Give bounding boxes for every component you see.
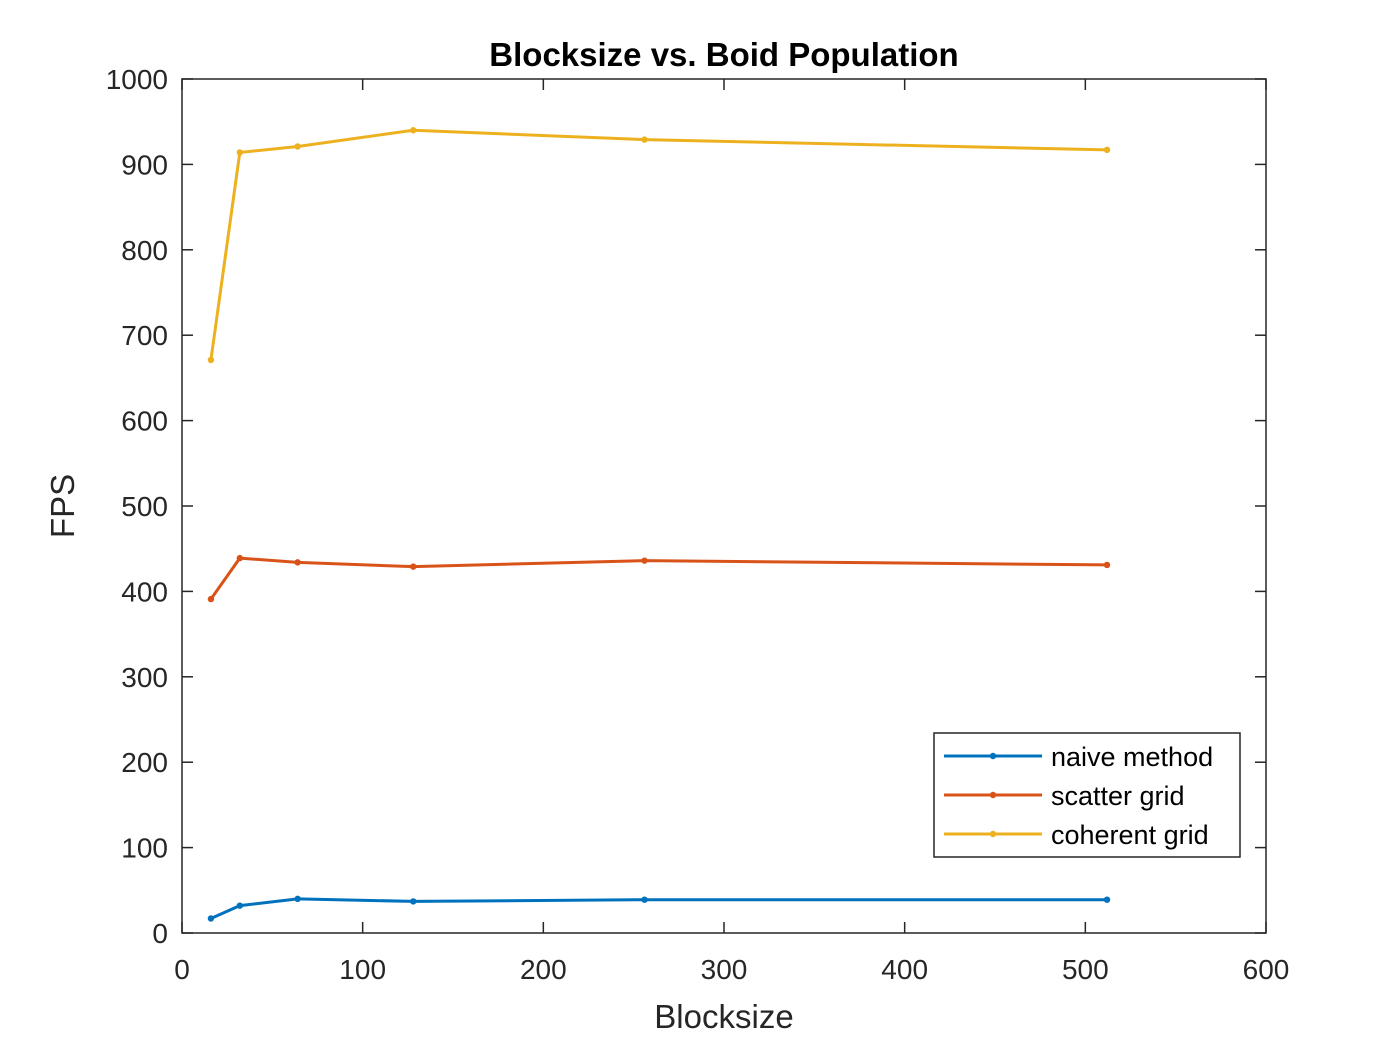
- data-point: [207, 915, 215, 922]
- data-point: [236, 149, 244, 156]
- data-point: [1103, 146, 1111, 154]
- data-point: [641, 136, 648, 143]
- legend-item: coherent grid: [944, 820, 1209, 850]
- x-tick-label: 500: [1062, 954, 1109, 985]
- series-naive-method: [207, 895, 1111, 922]
- y-tick-label: 400: [121, 576, 168, 607]
- data-point: [294, 559, 301, 566]
- data-point: [1103, 561, 1111, 569]
- y-tick-label: 100: [121, 833, 168, 864]
- legend-marker: [989, 752, 997, 760]
- x-tick-label: 600: [1243, 954, 1290, 985]
- series-scatter-grid: [207, 554, 1111, 603]
- x-tick-label: 200: [520, 954, 567, 985]
- axes-frame: [181, 78, 1267, 934]
- data-point: [410, 563, 417, 570]
- legend-item: scatter grid: [944, 781, 1185, 811]
- data-point: [641, 557, 648, 564]
- data-point: [236, 902, 244, 909]
- y-axis-label: FPS: [44, 474, 81, 538]
- series-coherent-grid: [207, 127, 1111, 364]
- y-tick-label: 500: [121, 491, 168, 522]
- data-point: [410, 898, 417, 905]
- legend-label: coherent grid: [1051, 820, 1209, 850]
- x-tick-label: 400: [881, 954, 928, 985]
- legend-marker: [989, 791, 997, 799]
- data-point: [410, 127, 417, 134]
- chart-title: Blocksize vs. Boid Population: [489, 36, 958, 73]
- series-line: [209, 128, 1108, 361]
- x-axis-label: Blocksize: [654, 998, 793, 1035]
- y-tick-label: 1000: [106, 64, 168, 95]
- x-tick-label: 300: [701, 954, 748, 985]
- data-point: [1103, 896, 1111, 903]
- y-tick-label: 600: [121, 406, 168, 437]
- y-tick-label: 900: [121, 149, 168, 180]
- data-point: [207, 595, 215, 603]
- x-tick-label: 0: [174, 954, 190, 985]
- data-point: [207, 356, 215, 364]
- axis-ticks: [181, 78, 1267, 934]
- series-layer: [207, 127, 1111, 922]
- series-line: [210, 897, 1108, 920]
- y-tick-label: 300: [121, 662, 168, 693]
- x-tick-label: 100: [339, 954, 386, 985]
- data-point: [641, 896, 648, 903]
- tick-labels: 0 100 200 300 400 500 600 0 100 200 300 400 500 600 70…: [106, 64, 1290, 985]
- series-line: [209, 556, 1108, 600]
- y-tick-label: 200: [121, 747, 168, 778]
- legend-label: naive method: [1051, 742, 1213, 772]
- legend-item: naive method: [944, 742, 1213, 772]
- data-point: [294, 895, 301, 903]
- y-tick-label: 700: [121, 320, 168, 351]
- legend-marker: [989, 830, 997, 838]
- data-point: [294, 143, 301, 150]
- legend-label: scatter grid: [1051, 781, 1185, 811]
- data-point: [236, 554, 244, 562]
- y-tick-label: 0: [152, 918, 168, 949]
- y-tick-label: 800: [121, 235, 168, 266]
- legend: naive method scatter grid coherent grid: [933, 732, 1241, 858]
